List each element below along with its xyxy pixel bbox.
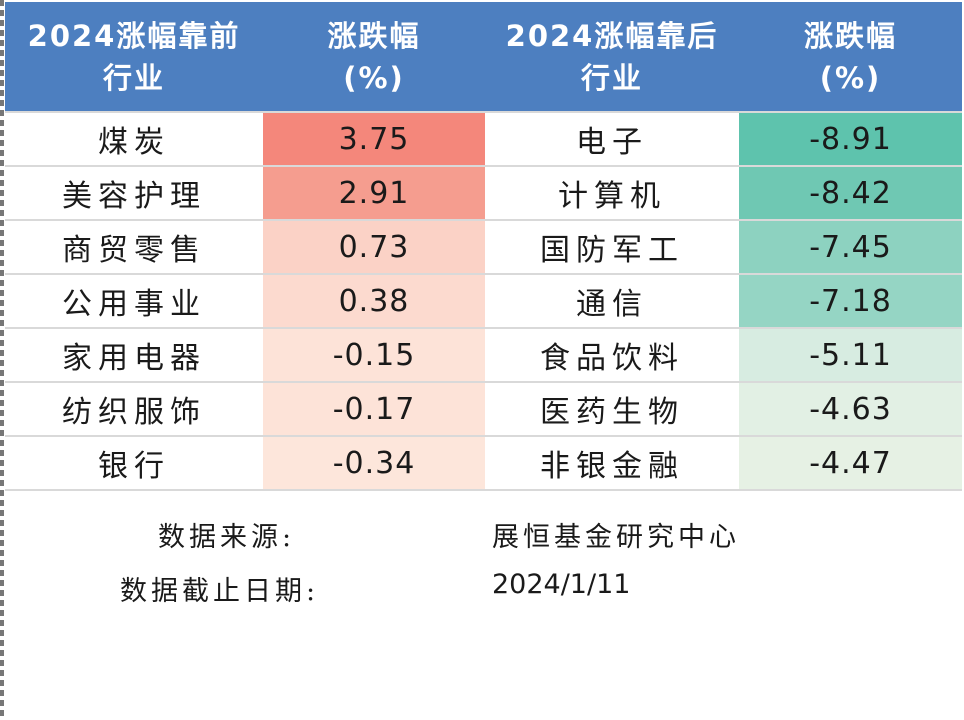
top-industry-change: -0.34: [263, 436, 485, 491]
bottom-industry-name: 非银金融: [485, 436, 739, 491]
header-top-change-line2: (%): [343, 60, 405, 95]
bottom-industry-name: 电子: [485, 111, 739, 167]
header-bottom-industry-line1: 2024涨幅靠后: [505, 18, 719, 53]
bottom-industry-name: 计算机: [485, 166, 739, 221]
top-industry-name: 家用电器: [5, 328, 263, 383]
bottom-industry-change: -4.47: [739, 436, 962, 491]
table-row: 煤炭 3.75 电子 -8.91: [5, 111, 962, 167]
header-top-industry: 2024涨幅靠前 行业: [5, 2, 263, 112]
data-cutoff-date-value: 2024/1/11: [492, 569, 631, 600]
bottom-industry-name: 医药生物: [485, 382, 739, 437]
bottom-industry-change: -5.11: [739, 328, 962, 383]
top-industry-change: 2.91: [263, 166, 485, 221]
top-industry-name: 银行: [5, 436, 263, 491]
header-bottom-change-line2: (%): [819, 60, 882, 95]
header-top-change: 涨跌幅 (%): [263, 2, 485, 112]
header-bottom-industry: 2024涨幅靠后 行业: [485, 2, 739, 112]
top-industry-name: 公用事业: [5, 274, 263, 329]
industry-returns-table: 2024涨幅靠前 行业 涨跌幅 (%) 2024涨幅靠后 行业 涨跌幅 (%): [5, 2, 962, 491]
table-row: 商贸零售 0.73 国防军工 -7.45: [5, 220, 962, 275]
bottom-industry-change: -8.42: [739, 166, 962, 221]
table-row: 银行 -0.34 非银金融 -4.47: [5, 436, 962, 491]
header-bottom-change: 涨跌幅 (%): [739, 2, 962, 112]
top-industry-name: 纺织服饰: [5, 382, 263, 437]
table-row: 家用电器 -0.15 食品饮料 -5.11: [5, 328, 962, 383]
header-top-industry-line1: 2024涨幅靠前: [27, 18, 241, 53]
top-industry-change: 3.75: [263, 111, 485, 167]
bottom-industry-change: -8.91: [739, 111, 962, 167]
header-bottom-change-line1: 涨跌幅: [803, 18, 897, 53]
data-cutoff-date-label: 数据截止日期:: [120, 576, 320, 607]
top-industry-change: -0.15: [263, 328, 485, 383]
top-industry-name: 煤炭: [5, 111, 263, 167]
bottom-industry-name: 通信: [485, 274, 739, 329]
top-industry-change: 0.73: [263, 220, 485, 275]
top-industry-name: 商贸零售: [5, 220, 263, 275]
table-row: 纺织服饰 -0.17 医药生物 -4.63: [5, 382, 962, 437]
top-industry-change: -0.17: [263, 382, 485, 437]
bottom-industry-change: -7.18: [739, 274, 962, 329]
table-row: 美容护理 2.91 计算机 -8.42: [5, 166, 962, 221]
bottom-industry-name: 食品饮料: [485, 328, 739, 383]
bottom-industry-change: -4.63: [739, 382, 962, 437]
top-industry-name: 美容护理: [5, 166, 263, 221]
table-header-row: 2024涨幅靠前 行业 涨跌幅 (%) 2024涨幅靠后 行业 涨跌幅 (%): [5, 2, 962, 112]
header-top-change-line1: 涨跌幅: [327, 18, 421, 53]
dashed-left-border: [0, 0, 4, 720]
table-footer: 数据来源: 展恒基金研究中心 数据截止日期: 2024/1/11: [0, 505, 964, 625]
header-bottom-industry-line2: 行业: [580, 60, 643, 95]
bottom-industry-change: -7.45: [739, 220, 962, 275]
top-industry-change: 0.38: [263, 274, 485, 329]
header-top-industry-line2: 行业: [102, 60, 165, 95]
table-row: 公用事业 0.38 通信 -7.18: [5, 274, 962, 329]
bottom-industry-name: 国防军工: [485, 220, 739, 275]
data-source-label: 数据来源:: [158, 522, 296, 553]
data-source-value: 展恒基金研究中心: [492, 522, 740, 553]
